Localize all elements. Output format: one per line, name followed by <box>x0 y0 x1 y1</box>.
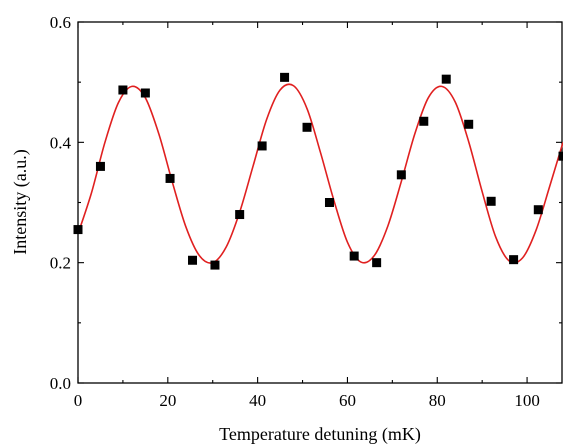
x-tick-label: 0 <box>74 391 83 410</box>
y-tick-label: 0.0 <box>50 374 71 393</box>
data-point <box>95 161 105 171</box>
y-tick-label: 0.4 <box>50 133 72 152</box>
data-point <box>188 255 198 265</box>
data-point <box>324 198 334 207</box>
y-tick-label: 0.6 <box>50 13 71 32</box>
data-point <box>235 210 245 220</box>
data-point <box>441 74 451 84</box>
data-point <box>118 85 128 95</box>
x-axis-title: Temperature detuning (mK) <box>219 424 421 445</box>
data-point <box>419 116 429 126</box>
x-tick-label: 40 <box>249 391 266 410</box>
data-point <box>73 225 83 235</box>
data-point <box>486 196 496 206</box>
x-tick-label: 80 <box>429 391 446 410</box>
data-point <box>509 255 519 265</box>
data-point <box>464 119 474 129</box>
y-tick-label: 0.2 <box>50 254 71 273</box>
x-tick-label: 60 <box>339 391 356 410</box>
data-point <box>533 205 543 215</box>
data-point <box>140 88 150 98</box>
data-point <box>396 170 406 180</box>
x-tick-label: 100 <box>514 391 540 410</box>
data-point <box>165 173 175 183</box>
data-point <box>349 251 359 261</box>
data-point <box>210 260 220 270</box>
plot-area: 0 20 40 60 80 100 0.0 0.2 0.4 0.6 <box>50 13 563 410</box>
y-axis-title: Intensity (a.u.) <box>10 149 31 254</box>
data-point <box>257 141 267 151</box>
x-tick-label: 20 <box>159 391 176 410</box>
data-point <box>372 258 382 268</box>
data-point <box>280 72 290 82</box>
data-point <box>558 151 563 161</box>
fit-curve <box>77 83 563 264</box>
data-point <box>302 122 312 132</box>
